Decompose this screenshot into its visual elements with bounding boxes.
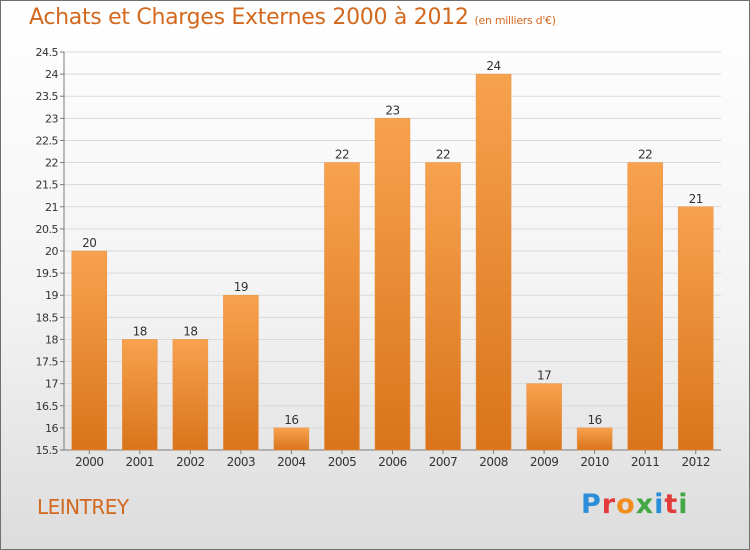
- y-tick-label: 18.5: [36, 311, 59, 324]
- data-label-2008: 24: [486, 59, 500, 73]
- x-tick-label-2001: 2001: [126, 455, 155, 469]
- x-tick-label-2005: 2005: [328, 455, 357, 469]
- commune-name: LEINTREY: [37, 495, 129, 519]
- data-label-2012: 21: [689, 192, 703, 206]
- x-tick-label-2009: 2009: [530, 455, 559, 469]
- x-tick-label-2008: 2008: [479, 455, 508, 469]
- y-tick-label: 21.5: [36, 179, 59, 192]
- x-tick-label-2006: 2006: [378, 455, 407, 469]
- x-tick-label-2002: 2002: [176, 455, 205, 469]
- y-tick-label: 20: [45, 245, 58, 258]
- data-label-2000: 20: [82, 236, 96, 250]
- bar-2005: [324, 162, 360, 451]
- bar-2003: [223, 294, 259, 451]
- y-tick-label: 21: [45, 201, 58, 214]
- y-tick-label: 17.5: [36, 356, 59, 369]
- data-label-2004: 16: [284, 413, 298, 427]
- logo-letter: x: [635, 489, 655, 520]
- chart-title: Achats et Charges Externes 2000 à 2012 (e…: [29, 5, 556, 30]
- y-tick-label: 24.5: [36, 46, 59, 59]
- bar-2004: [273, 427, 310, 451]
- bar-2001: [122, 339, 158, 451]
- y-tick-label: 23: [45, 112, 58, 125]
- logo-letter: o: [616, 489, 636, 520]
- data-label-2010: 16: [588, 413, 602, 427]
- bar-2002: [172, 339, 209, 451]
- data-label-2006: 23: [385, 103, 399, 117]
- x-tick-label-2012: 2012: [681, 455, 710, 469]
- x-tick-label-2000: 2000: [75, 455, 104, 469]
- logo-letter: i: [654, 489, 665, 520]
- data-label-2002: 18: [183, 324, 197, 338]
- y-tick-label: 22.5: [36, 134, 59, 147]
- y-tick-label: 17: [45, 378, 58, 391]
- logo-letter: i: [678, 489, 689, 520]
- x-tick-label-2010: 2010: [580, 455, 609, 469]
- logo-letter: r: [601, 489, 617, 520]
- bar-2009: [526, 383, 562, 451]
- proxiti-logo: Proxiti: [581, 489, 689, 520]
- bar-2010: [576, 427, 613, 451]
- x-tick-label-2003: 2003: [227, 455, 256, 469]
- data-label-2001: 18: [133, 324, 147, 338]
- data-label-2009: 17: [537, 369, 551, 383]
- chart-title-text: Achats et Charges Externes 2000 à 2012: [29, 5, 469, 30]
- y-tick-label: 22: [45, 157, 58, 170]
- x-tick-label-2004: 2004: [277, 455, 306, 469]
- labels: 15.5 16 16.5 17 17.5 18 18.5 19 19.5 20 20.5 21 21.5…: [36, 46, 711, 469]
- data-label-2005: 22: [335, 148, 349, 162]
- y-tick-label: 24: [45, 68, 58, 81]
- data-label-2007: 22: [436, 148, 450, 162]
- y-tick-label: 23.5: [36, 90, 59, 103]
- data-label-2003: 19: [234, 280, 248, 294]
- y-tick-label: 16: [45, 422, 58, 435]
- bar-2000: [71, 250, 108, 451]
- x-tick-label-2011: 2011: [631, 455, 660, 469]
- y-tick-label: 19: [45, 289, 58, 302]
- bar-2012: [677, 206, 714, 451]
- logo-letter: P: [581, 489, 602, 520]
- y-tick-label: 19.5: [36, 267, 59, 280]
- bar-2008: [475, 73, 512, 451]
- y-tick-label: 16.5: [36, 400, 59, 413]
- y-tick-label: 20.5: [36, 223, 59, 236]
- y-tick-label: 18: [45, 333, 58, 346]
- logo-letter: t: [664, 489, 679, 520]
- chart-unit: (en milliers d'€): [474, 14, 556, 27]
- data-label-2011: 22: [638, 148, 652, 162]
- bar-2011: [627, 162, 663, 451]
- y-tick-label: 15.5: [36, 444, 59, 457]
- x-tick-label-2007: 2007: [429, 455, 458, 469]
- bar-2007: [425, 162, 461, 451]
- bar-2006: [374, 118, 411, 451]
- bars: [71, 73, 714, 451]
